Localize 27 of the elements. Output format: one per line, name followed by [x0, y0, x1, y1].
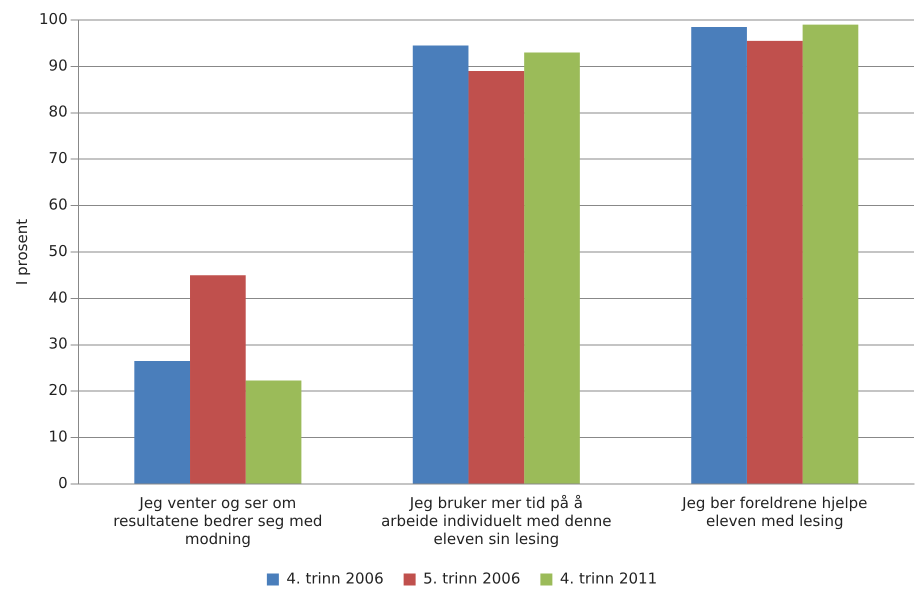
y-tick-label: 0	[58, 474, 68, 492]
y-tick-label: 10	[48, 427, 68, 446]
legend-label: 4. trinn 2011	[560, 569, 658, 588]
y-axis-title: I prosent	[12, 218, 31, 286]
y-tick-label: 20	[48, 381, 68, 400]
y-tick-label: 40	[48, 288, 68, 306]
bar	[412, 46, 468, 484]
y-tick-label: 70	[48, 149, 68, 168]
y-tick-label: 80	[48, 102, 68, 121]
bar	[524, 52, 580, 484]
bar	[802, 24, 858, 484]
x-tick-label: Jeg venter og ser om resultatene bedrer seg med modning	[113, 494, 322, 548]
x-tick-label: Jeg ber foreldrene hjelpe eleven med lesing	[681, 494, 868, 530]
y-tick-label: 60	[48, 195, 68, 214]
y-tick-label: 30	[48, 334, 68, 353]
y-tick-label: 90	[48, 56, 68, 74]
bar	[190, 275, 246, 484]
legend-label: 4. trinn 2006	[286, 569, 384, 588]
bar	[468, 71, 524, 484]
bar	[691, 26, 747, 484]
bar	[134, 361, 190, 484]
x-tick-label: Jeg bruker mer tid på å arbeide individuelt med denne eleven sin lesing	[381, 494, 612, 548]
y-tick-label: 100	[38, 10, 68, 28]
bar	[246, 380, 302, 484]
y-tick-label: 50	[48, 242, 68, 260]
legend-label: 5. trinn 2006	[423, 569, 520, 588]
bar	[746, 40, 803, 484]
